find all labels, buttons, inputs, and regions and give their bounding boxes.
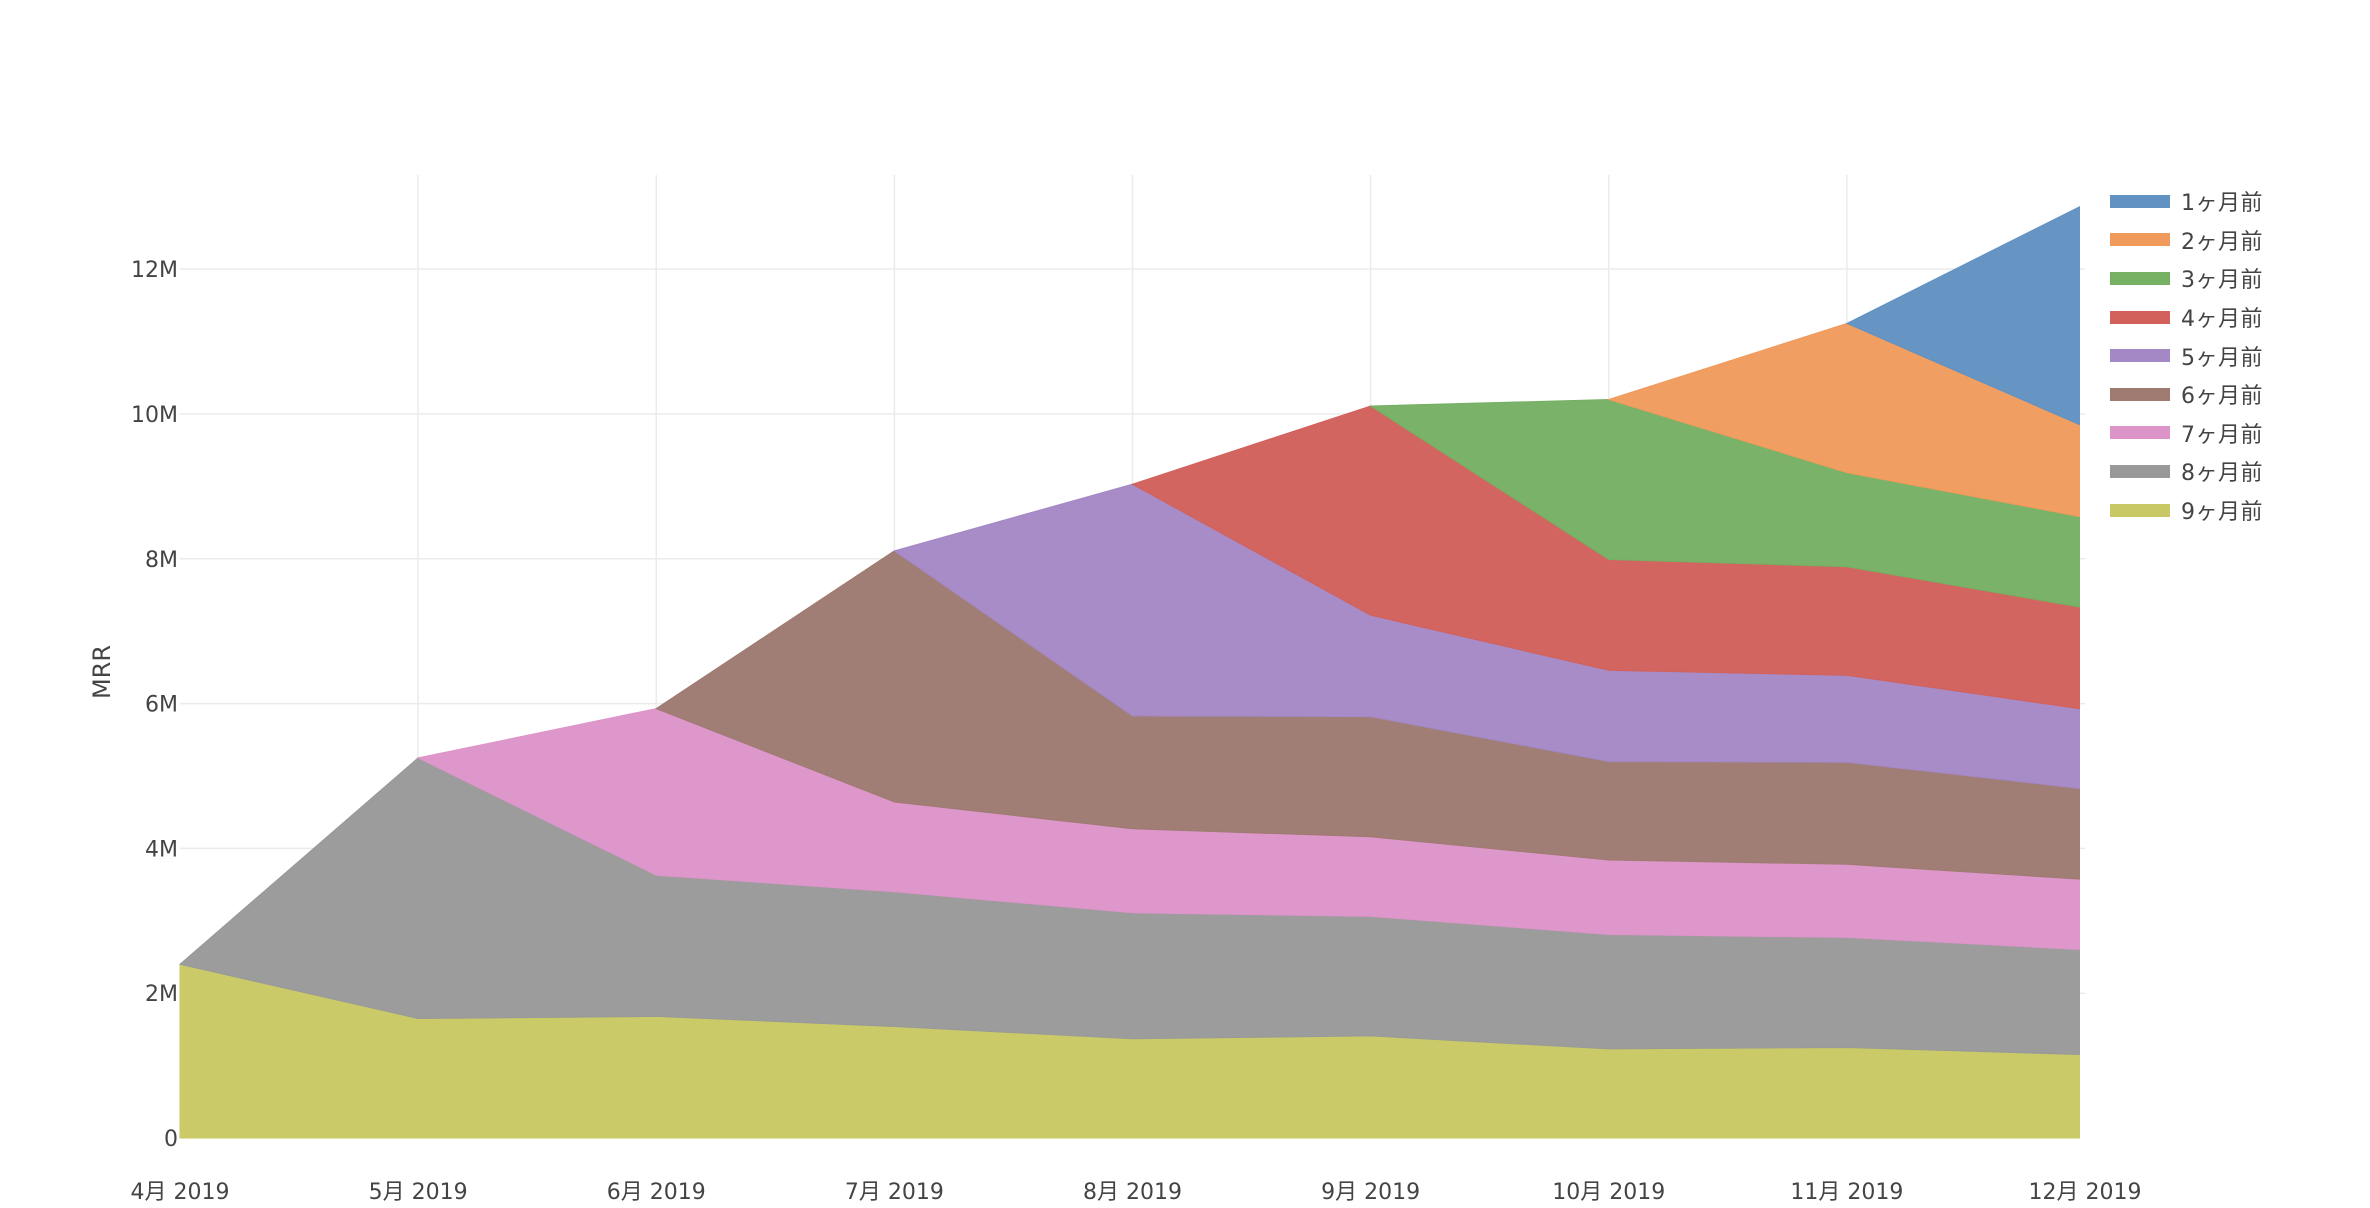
x-axis-ticks: 4月 2019 5月 2019 6月 2019 7月 2019 8月 2019 9月 20… (131, 1180, 2142, 1205)
chart-legend: 1ヶ月前 2ヶ月前 3ヶ月前 4ヶ月前 5ヶ月前 6ヶ月前 7ヶ月前 8ヶ月前 9ヶ月前 (2110, 182, 2263, 529)
legend-item[interactable]: 9ヶ月前 (2110, 491, 2263, 530)
y-tick-label: 2M (145, 982, 178, 1007)
legend-swatch (2110, 503, 2170, 517)
x-tick-label: 10月 2019 (1552, 1180, 1665, 1204)
y-axis-ticks: 0 2M 4M 6M 8M 10M 12M (131, 258, 178, 1152)
area-series-9 (1845, 205, 2080, 426)
legend-swatch (2110, 426, 2170, 440)
legend-item[interactable]: 3ヶ月前 (2110, 259, 2263, 298)
legend-label: 2ヶ月前 (2181, 229, 2263, 255)
y-tick-label: 8M (145, 548, 178, 573)
legend-item[interactable]: 6ヶ月前 (2110, 375, 2263, 414)
x-tick-label: 7月 2019 (845, 1180, 944, 1204)
x-tick-label: 9月 2019 (1321, 1180, 1420, 1204)
legend-swatch (2110, 464, 2170, 478)
legend-label: 9ヶ月前 (2181, 500, 2263, 526)
y-axis-label: MRR (88, 645, 116, 699)
legend-swatch (2110, 271, 2170, 285)
legend-label: 5ヶ月前 (2181, 345, 2263, 371)
x-tick-label: 8月 2019 (1083, 1180, 1182, 1204)
legend-item[interactable]: 5ヶ月前 (2110, 336, 2263, 375)
legend-item[interactable]: 2ヶ月前 (2110, 221, 2263, 260)
y-tick-label: 12M (131, 258, 178, 283)
x-tick-label: 5月 2019 (369, 1180, 468, 1204)
x-tick-label: 12月 2019 (2029, 1180, 2142, 1204)
legend-swatch (2110, 349, 2170, 363)
y-tick-label: 4M (145, 837, 178, 862)
legend-swatch (2110, 194, 2170, 208)
legend-label: 4ヶ月前 (2181, 307, 2263, 333)
y-tick-label: 0 (164, 1127, 178, 1152)
x-tick-label: 4月 2019 (131, 1180, 230, 1204)
x-tick-label: 11月 2019 (1790, 1180, 1903, 1204)
legend-swatch (2110, 387, 2170, 401)
legend-item[interactable]: 4ヶ月前 (2110, 298, 2263, 337)
legend-swatch (2110, 233, 2170, 247)
y-tick-label: 10M (131, 403, 178, 428)
legend-item[interactable]: 7ヶ月前 (2110, 414, 2263, 453)
y-tick-label: 6M (145, 693, 178, 718)
legend-label: 1ヶ月前 (2181, 191, 2263, 217)
legend-swatch (2110, 310, 2170, 324)
x-tick-label: 6月 2019 (607, 1180, 706, 1204)
stacked-areas (178, 205, 2080, 1139)
legend-item[interactable]: 1ヶ月前 (2110, 182, 2263, 221)
legend-label: 8ヶ月前 (2181, 461, 2263, 487)
legend-label: 6ヶ月前 (2181, 384, 2263, 410)
legend-label: 7ヶ月前 (2181, 422, 2263, 448)
legend-label: 3ヶ月前 (2181, 268, 2263, 294)
area-series-8 (1607, 322, 2080, 518)
legend-item[interactable]: 8ヶ月前 (2110, 452, 2263, 491)
